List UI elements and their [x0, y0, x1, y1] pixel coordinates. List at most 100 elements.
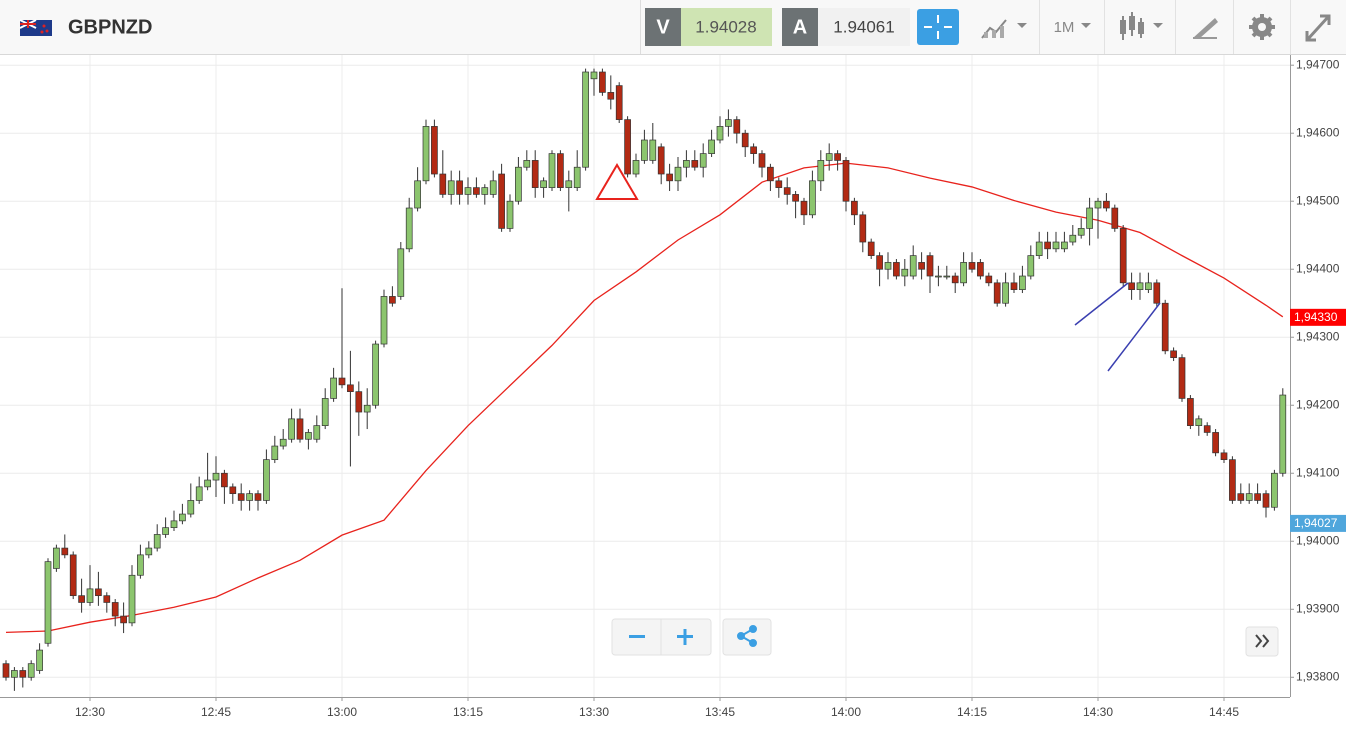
plot-area: 1,93800 1,93900 1,94000 1,94100 1,94200 1,943…: [0, 55, 1346, 719]
candle-body: [330, 377, 337, 399]
candle-body: [195, 486, 203, 501]
candle-body: [909, 255, 917, 277]
trend-line: [1107, 302, 1161, 372]
candle-body: [548, 153, 556, 188]
candle-body: [422, 126, 430, 182]
timeframe[interactable]: 1M: [1054, 19, 1075, 36]
candle-body: [229, 486, 237, 495]
candle-body: [263, 459, 270, 501]
x-tick-label: 14:30: [1083, 705, 1113, 719]
candle-body: [1161, 302, 1169, 352]
share-button[interactable]: [737, 625, 757, 647]
candle-body: [1111, 207, 1119, 229]
candle-body: [666, 173, 673, 182]
candle-body: [1010, 282, 1018, 290]
candle-body: [456, 180, 463, 195]
candle-body: [725, 119, 732, 127]
candle-body: [901, 268, 909, 277]
candle-body: [120, 615, 127, 624]
candle-body: [1094, 200, 1102, 209]
candle-body: [935, 275, 942, 278]
candle-body: [565, 180, 573, 188]
drawing-button[interactable]: [1193, 18, 1218, 39]
candle-body: [221, 472, 228, 488]
zoom-out[interactable]: [629, 635, 645, 638]
candle-body: [53, 547, 60, 569]
candle-body: [414, 180, 421, 209]
y-tick-label: 1,94400: [1296, 261, 1340, 275]
candle-body: [1052, 241, 1060, 250]
x-tick-label: 12:45: [201, 705, 231, 719]
candle-body: [943, 275, 951, 278]
candle-body: [506, 200, 514, 229]
candle-body: [1136, 282, 1144, 290]
x-tick-label: 14:15: [957, 705, 987, 719]
candle-body: [641, 139, 648, 161]
sell-button[interactable]: [645, 8, 681, 46]
candle-body: [1203, 425, 1211, 433]
candle-body: [389, 296, 396, 304]
candle-body: [61, 547, 69, 556]
candle-body: [708, 139, 715, 154]
zoom-in[interactable]: [677, 629, 693, 645]
y-tick-label: 1,94000: [1296, 533, 1340, 547]
candle-body: [926, 255, 934, 277]
candle-body: [590, 71, 598, 80]
y-tick-label: 1,93900: [1296, 601, 1340, 615]
x-tick-label: 13:45: [705, 705, 735, 719]
buy-price: 1.94061: [833, 17, 894, 36]
candle-body: [683, 160, 690, 168]
candle-body: [439, 173, 447, 195]
candle-body: [968, 262, 976, 270]
sell-label: V: [656, 16, 670, 38]
candle-body: [809, 180, 816, 216]
candle-body: [137, 554, 144, 576]
candle-body: [775, 180, 783, 188]
candle-body: [86, 588, 94, 603]
indicator-button[interactable]: [981, 19, 1027, 39]
candle-body: [321, 398, 329, 426]
timeframe-caret: [1081, 23, 1091, 28]
settings-button[interactable]: [1249, 14, 1275, 40]
separator: [640, 0, 641, 54]
candle-body: [607, 92, 615, 100]
candle-body: [447, 180, 455, 195]
candle-body: [431, 126, 438, 175]
y-tick-label: 1,94700: [1296, 57, 1340, 71]
x-tick-label: 13:00: [327, 705, 357, 719]
candle-body: [1019, 275, 1026, 290]
chart-type-button[interactable]: [1120, 12, 1163, 40]
candle-body: [271, 445, 279, 461]
candle-body: [170, 520, 178, 529]
sell-price-box[interactable]: [681, 8, 772, 46]
candle-body: [481, 187, 489, 195]
candle-body: [699, 153, 707, 168]
y-tick-label: 1,93800: [1296, 669, 1340, 683]
y-tick-label: 1,94100: [1296, 465, 1340, 479]
candle-body: [851, 200, 858, 216]
candle-body: [19, 670, 27, 678]
buy-button[interactable]: [782, 8, 818, 46]
flag: [19, 19, 52, 36]
candle-body: [1229, 459, 1236, 501]
candle-body: [1128, 282, 1135, 290]
candle-body: [599, 71, 606, 93]
buy-price-box[interactable]: [818, 8, 910, 46]
scroll-end-button[interactable]: [1245, 626, 1279, 657]
crosshair-button[interactable]: [917, 9, 959, 45]
candle-body: [1245, 493, 1253, 501]
candle-body: [296, 418, 304, 440]
candle-body: [2, 663, 10, 678]
candle-body: [44, 561, 52, 644]
candle-body: [733, 119, 741, 134]
candle-body: [1237, 493, 1245, 501]
x-tick-label: 14:00: [831, 705, 861, 719]
candle-body: [288, 418, 295, 440]
buy-label: A: [793, 16, 807, 38]
candle-body: [162, 527, 169, 535]
candle-body: [1212, 432, 1219, 454]
candle-body: [1035, 241, 1043, 256]
fullscreen-button[interactable]: [1305, 14, 1331, 42]
candle-body: [1271, 472, 1278, 508]
